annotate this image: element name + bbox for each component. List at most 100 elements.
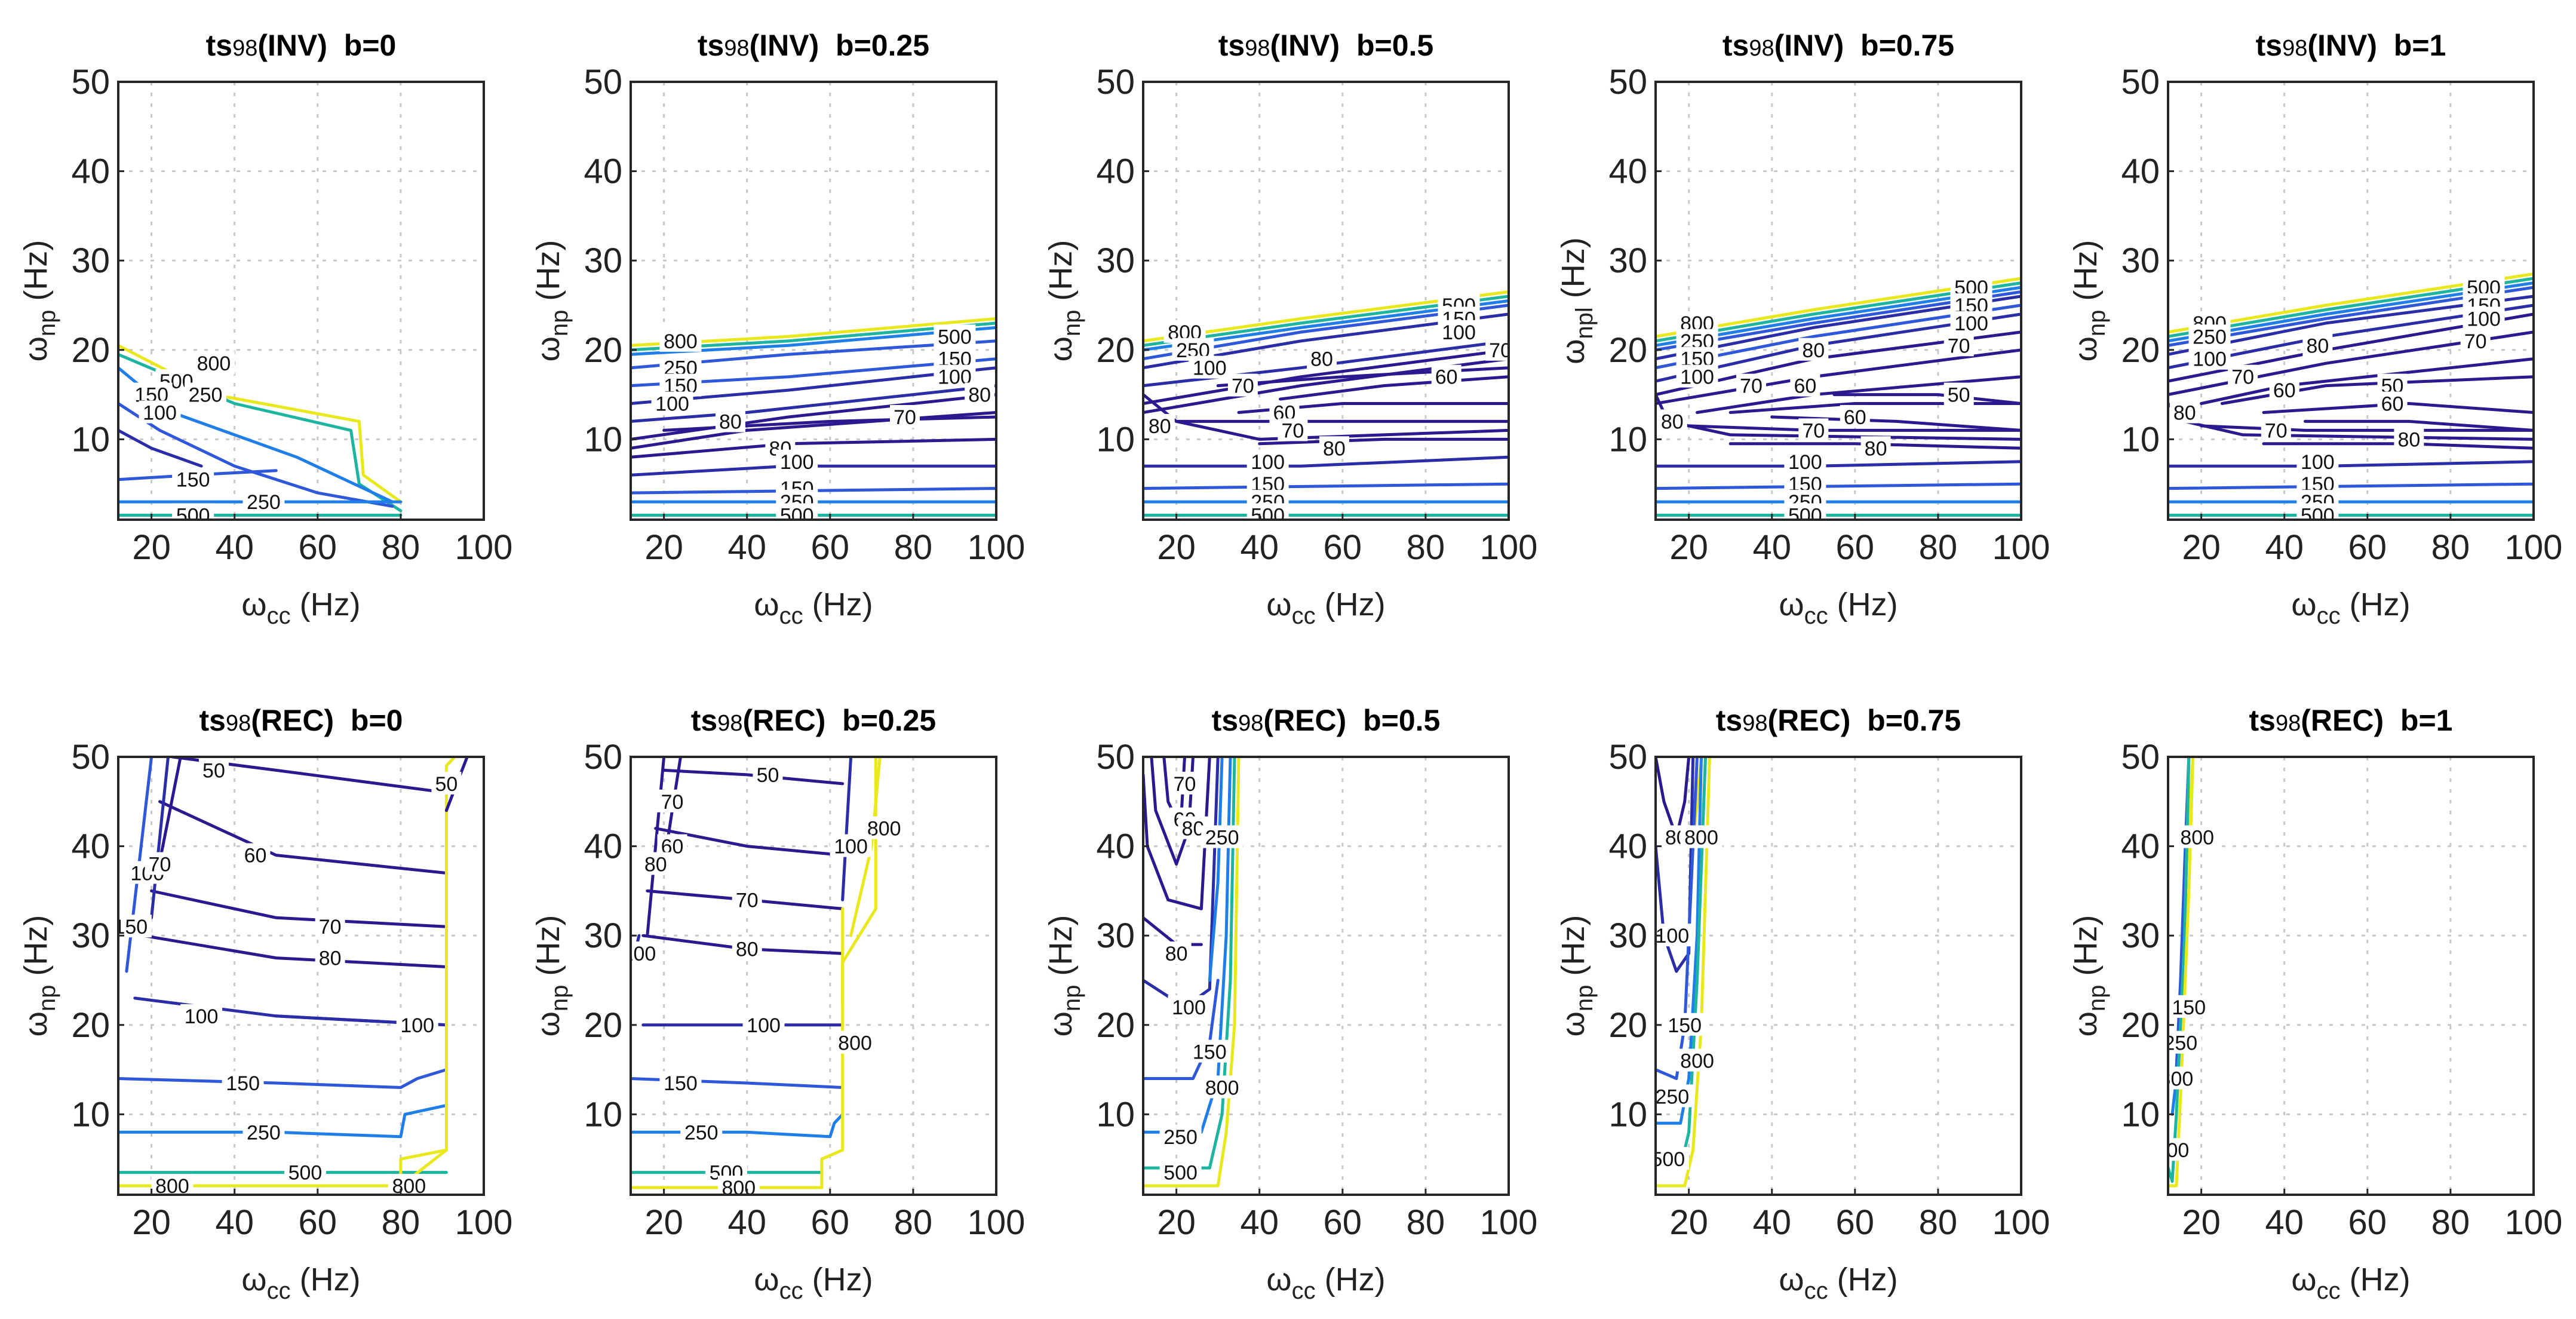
y-axis-label: ωnp (Hz) xyxy=(2068,240,2110,362)
x-axis-label: ωcc (Hz) xyxy=(241,587,360,629)
contour-label: 70 xyxy=(2231,366,2254,389)
contour-label: 80 xyxy=(1323,437,1346,460)
contour-label: 80 xyxy=(968,384,991,407)
contour-label: 100 xyxy=(655,393,689,416)
contour-label: 70 xyxy=(2464,330,2487,353)
panel-title: ts98(INV) b=0.5 xyxy=(1218,29,1433,62)
contour-label: 50 xyxy=(435,773,458,796)
contour-label: 60 xyxy=(1844,406,1866,429)
y-axis-label: ωnpl (Hz) xyxy=(1555,237,1598,364)
contour-label-bg xyxy=(1189,1039,1231,1063)
contour-label: 80 xyxy=(2306,335,2329,357)
contour-label-bg xyxy=(1663,1013,1706,1036)
x-tick-label: 60 xyxy=(1324,528,1362,567)
contour-label-bg xyxy=(1438,320,1480,343)
contour-label-bg xyxy=(631,941,660,965)
contour-line-800 xyxy=(1656,757,1711,1188)
x-tick-label: 40 xyxy=(215,1203,254,1242)
contour-label: 100 xyxy=(1680,366,1714,389)
contour-line-500 xyxy=(2168,757,2191,1183)
contour-label-bg xyxy=(284,1160,326,1183)
contour-label: 100 xyxy=(2193,348,2227,371)
contour-line-50 xyxy=(662,768,845,786)
contour-label: 100 xyxy=(622,943,656,965)
contour-label: 250 xyxy=(247,1121,281,1144)
contour-line-60 xyxy=(2304,419,2534,432)
contour-label-bg xyxy=(1784,503,1826,520)
x-tick-label: 20 xyxy=(644,528,683,567)
contour-label: 800 xyxy=(664,330,698,353)
y-tick-label: 50 xyxy=(71,63,110,102)
contour-label: 80 xyxy=(1165,943,1188,965)
x-tick-label: 100 xyxy=(2505,1203,2563,1242)
contour-label: 800 xyxy=(838,1032,872,1055)
contour-label: 100 xyxy=(834,836,868,858)
y-tick-label: 20 xyxy=(584,1006,622,1045)
contour-line-250 xyxy=(1208,757,1224,982)
contour-line-70 xyxy=(2200,424,2534,432)
y-tick-label: 10 xyxy=(2121,420,2160,459)
contour-line-80 xyxy=(1143,348,1509,405)
contour-label-bg xyxy=(198,758,229,781)
contour-label-bg xyxy=(180,1004,223,1027)
panel-rec-b05: ts98(REC) b=0.5 70 60 80 80 100 250 150 250 500 80… xyxy=(1043,704,1537,1304)
contour-label: 500 xyxy=(1163,1162,1198,1185)
y-tick-label: 50 xyxy=(1608,738,1647,777)
contour-label-bg xyxy=(1161,941,1192,965)
contour-label: 70 xyxy=(1489,339,1512,362)
y-tick-label: 50 xyxy=(1608,63,1647,102)
y-tick-label: 40 xyxy=(584,827,622,866)
contour-label-bg xyxy=(2302,333,2333,357)
panel-title-prefix: ts xyxy=(691,704,717,737)
panel-title-suffix: (REC) b=0.75 xyxy=(1768,704,1961,737)
panel-title-prefix: ts xyxy=(2249,704,2276,737)
contour-label-bg xyxy=(2168,1066,2197,1090)
contour-line-60 xyxy=(1279,375,1509,401)
contour-label-bg xyxy=(965,382,995,406)
panel-title-suffix: (INV) b=0.25 xyxy=(750,29,930,62)
contour-label-bg xyxy=(151,1174,194,1195)
y-tick-label: 30 xyxy=(1608,916,1647,955)
x-tick-label: 40 xyxy=(215,528,254,567)
contour-label-bg xyxy=(172,467,214,490)
contour-label-bg xyxy=(1840,404,1870,428)
contour-label: 70 xyxy=(1802,419,1825,442)
contour-label-bg xyxy=(1798,338,1829,361)
contour-label: 100 xyxy=(1788,451,1822,474)
x-axis-label: ωcc (Hz) xyxy=(754,1262,873,1304)
y-tick-label: 30 xyxy=(1096,241,1135,280)
contour-label: 250 xyxy=(1205,827,1239,849)
contour-label: 250 xyxy=(2163,1032,2197,1055)
y-tick-label: 20 xyxy=(71,331,110,370)
contour-label-bg xyxy=(240,843,271,866)
x-tick-label: 100 xyxy=(1992,528,2050,567)
contour-label-bg xyxy=(934,324,976,348)
contour-line-150 xyxy=(1656,482,2021,490)
contour-label: 150 xyxy=(176,469,210,492)
x-tick-label: 20 xyxy=(1157,1203,1196,1242)
panel-title-sub: 98 xyxy=(1245,36,1270,61)
contour-label-bg xyxy=(2169,400,2200,424)
contour-line-800 xyxy=(1143,757,1241,1188)
y-axis-label: ωnp (Hz) xyxy=(530,240,573,362)
contour-label-bg xyxy=(2228,364,2258,388)
x-tick-label: 20 xyxy=(1157,528,1196,567)
y-tick-label: 30 xyxy=(2121,241,2160,280)
panel-title: ts98(REC) b=1 xyxy=(2249,704,2453,737)
contour-label-bg xyxy=(717,1176,760,1195)
contour-label-bg xyxy=(657,789,687,812)
panel-title-suffix: (REC) b=0.25 xyxy=(743,704,937,737)
panel-title-suffix: (INV) b=0.5 xyxy=(1270,29,1434,62)
contour-line-150 xyxy=(1143,482,1509,490)
y-tick-label: 10 xyxy=(71,1095,110,1134)
y-tick-label: 50 xyxy=(584,63,622,102)
x-tick-label: 100 xyxy=(1992,1203,2050,1242)
y-tick-label: 20 xyxy=(584,331,622,370)
contour-label: 80 xyxy=(1802,339,1825,362)
contour-label-bg xyxy=(1169,771,1200,795)
contour-label-bg xyxy=(715,409,745,432)
panel-title-prefix: ts xyxy=(1723,29,1749,62)
x-tick-label: 40 xyxy=(727,528,766,567)
contour-label-bg xyxy=(1168,995,1210,1018)
